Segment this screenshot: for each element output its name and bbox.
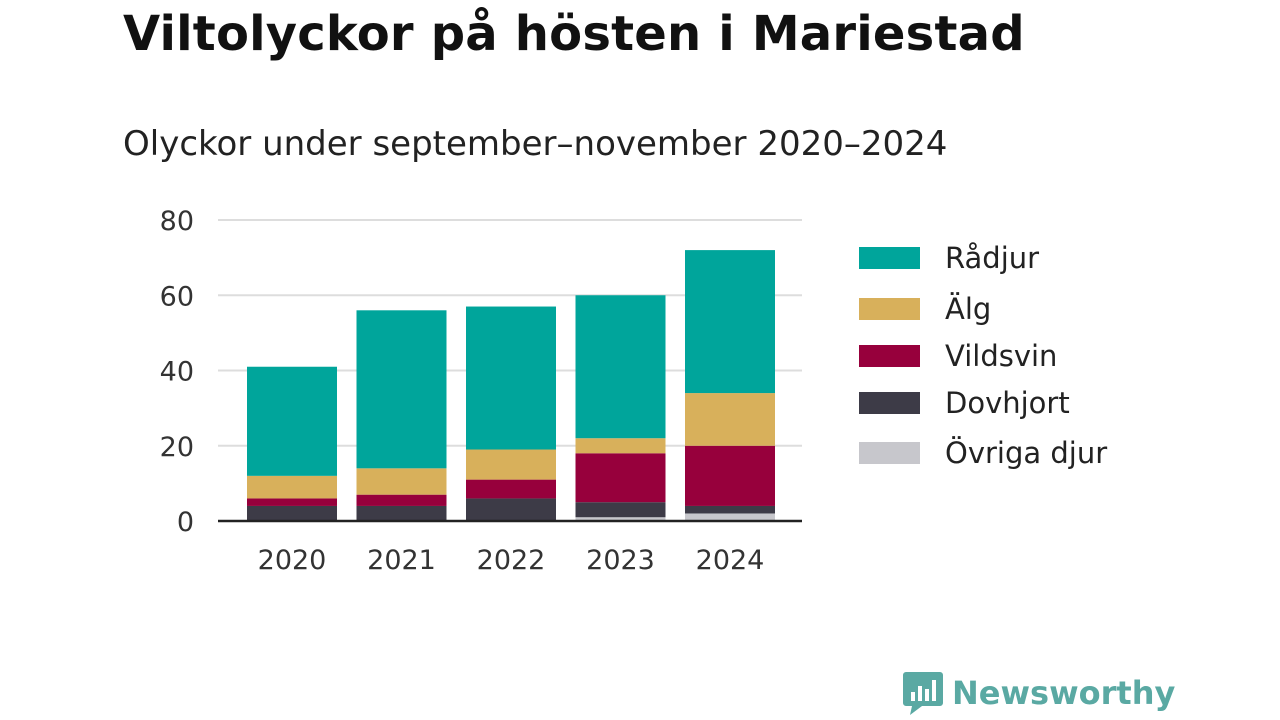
y-tick-label: 60 xyxy=(160,281,194,312)
bar-segment xyxy=(356,494,447,506)
bar-segment xyxy=(466,479,556,499)
legend-swatch xyxy=(859,442,920,464)
legend-label: Dovhjort xyxy=(945,386,1070,420)
bar-segment xyxy=(247,475,337,499)
chart-subtitle: Olyckor under september–november 2020–20… xyxy=(123,124,948,164)
legend-swatch xyxy=(859,247,920,269)
bar-segment xyxy=(685,393,775,446)
bar-segment xyxy=(247,366,337,476)
legend-swatch xyxy=(859,392,920,414)
bar-segment xyxy=(575,438,666,454)
legend-label: Älg xyxy=(945,292,991,326)
x-tick-label: 2020 xyxy=(258,545,327,576)
bar-segment xyxy=(247,498,337,506)
bar-chart-speech-bubble-icon xyxy=(903,672,943,715)
x-tick-label: 2024 xyxy=(696,545,765,576)
x-tick-label: 2021 xyxy=(367,545,436,576)
bar-segment xyxy=(356,505,447,521)
bar-segment xyxy=(685,505,775,514)
brand-name: Newsworthy xyxy=(952,674,1176,712)
x-tick-label: 2023 xyxy=(586,545,655,576)
legend-label: Övriga djur xyxy=(945,436,1107,470)
chart-title: Viltolyckor på hösten i Mariestad xyxy=(123,6,1025,62)
bar-segment xyxy=(466,449,556,480)
bar-segment xyxy=(685,250,775,394)
bar-segment xyxy=(575,295,666,439)
y-tick-labels: 0 20 40 60 80 xyxy=(160,206,194,538)
bar-segment xyxy=(575,517,666,521)
y-tick-label: 80 xyxy=(160,206,194,237)
legend: Rådjur Älg Vildsvin Dovhjort Övriga djur xyxy=(859,241,1107,470)
brand-logo: Newsworthy xyxy=(902,670,1175,716)
y-tick-label: 40 xyxy=(160,357,194,388)
bars xyxy=(247,250,775,521)
bar-segment xyxy=(685,445,775,506)
bar-segment xyxy=(247,505,337,521)
legend-swatch xyxy=(859,345,920,367)
bar-segment xyxy=(466,306,556,450)
bar-segment xyxy=(575,502,666,518)
bar-segment xyxy=(356,310,447,469)
legend-swatch xyxy=(859,298,920,320)
x-tick-label: 2022 xyxy=(477,545,546,576)
bar-segment xyxy=(575,453,666,503)
x-tick-labels: 2020 2021 2022 2023 2024 xyxy=(258,545,765,576)
bar-segment xyxy=(685,513,775,521)
bar-segment xyxy=(356,468,447,495)
bar-segment xyxy=(466,498,556,521)
legend-label: Rådjur xyxy=(945,241,1039,275)
y-tick-label: 0 xyxy=(177,507,194,538)
legend-label: Vildsvin xyxy=(945,339,1057,373)
y-tick-label: 20 xyxy=(160,432,194,463)
